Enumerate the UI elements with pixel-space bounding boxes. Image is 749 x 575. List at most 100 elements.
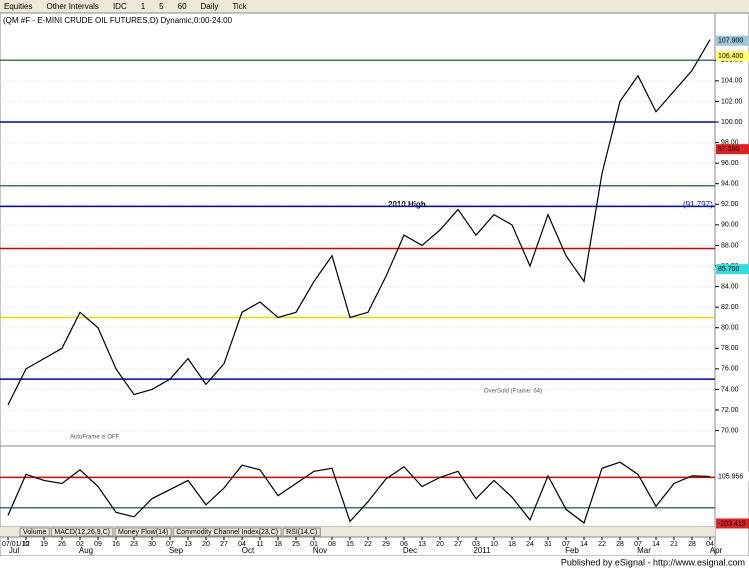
x-tick-label: 10 (490, 541, 498, 548)
series-line (7, 39, 711, 406)
y-tick-label: 82.00 (721, 304, 739, 311)
indicator-tab[interactable]: Commodity Channel Index(23,C) (176, 529, 278, 536)
month-label: Sep (169, 546, 184, 555)
toolbar-item[interactable]: Equities (4, 2, 32, 11)
y-tick-label: 72.00 (721, 407, 739, 414)
x-tick-label: 13 (418, 541, 426, 548)
x-tick-label: 23 (130, 541, 138, 548)
annotation: AutoFrame is OFF (70, 435, 120, 441)
x-tick-label: 11 (256, 541, 263, 548)
x-tick-label: 26 (58, 541, 66, 548)
y-tick-label: 92.00 (721, 201, 739, 208)
month-label: Aug (79, 546, 93, 555)
price-box (716, 264, 749, 275)
x-tick-label: 29 (382, 541, 390, 548)
y-tick-label: 84.00 (721, 283, 739, 290)
x-tick-label: 07 (634, 541, 642, 548)
y-tick-label: 100.00 (721, 119, 743, 126)
x-tick-label: 08 (328, 541, 336, 548)
indicator-tab[interactable]: RSI(14,C) (286, 529, 317, 536)
indicator-tab[interactable]: Money Flow(14) (118, 529, 168, 536)
x-tick-label: 30 (148, 541, 156, 548)
toolbar-item[interactable]: IDC (113, 2, 127, 11)
x-tick-label: 20 (436, 541, 444, 548)
tab-border (114, 527, 172, 537)
price-box (716, 35, 749, 46)
month-label: Feb (565, 546, 579, 555)
x-tick-label: 07 (166, 541, 174, 548)
indicator-tab[interactable]: Volume (23, 529, 46, 536)
x-tick-label: 09 (94, 541, 102, 548)
x-tick-label: 16 (112, 541, 120, 548)
x-tick-label: 07 (562, 541, 570, 548)
x-tick-label: 18 (274, 541, 282, 548)
y-tick-label: 96.00 (721, 160, 739, 167)
tab-border (19, 527, 50, 537)
x-tick-label: 20 (202, 541, 210, 548)
y-tick-label: 88.00 (721, 242, 739, 249)
indicator-tab[interactable]: MACD(12,26,9,C) (54, 529, 110, 536)
tab-border (172, 527, 282, 537)
axis-bg (714, 12, 749, 557)
toolbar-item[interactable]: 1 (141, 2, 146, 11)
price-box (716, 51, 749, 62)
x-axis-bg (0, 536, 716, 557)
x-tick-label: 15 (346, 541, 354, 548)
x-tick-label: 02 (76, 541, 84, 548)
footer-bg (0, 556, 749, 570)
annotation: (91.797) (683, 200, 713, 209)
x-tick-label: 14 (652, 541, 660, 548)
toolbar-item[interactable]: Other Intervals (46, 2, 98, 11)
tab-border (50, 527, 114, 537)
x-tick-label: 18 (508, 541, 516, 548)
y-tick-label: 74.00 (721, 386, 739, 393)
x-tick-label: 12 (22, 541, 30, 548)
toolbar-bg (0, 0, 749, 13)
x-tick-label: 25 (292, 541, 300, 548)
month-label: Dec (403, 546, 417, 555)
annotation: 2010 High (388, 200, 426, 209)
y-tick-label: 76.00 (721, 366, 739, 373)
x-tick-label: 01 (310, 541, 318, 548)
annotation: OverSold (Frame: 64) (484, 389, 542, 395)
price-box-label: 107.900 (718, 38, 743, 45)
x-tick-label: 06 (400, 541, 408, 548)
month-label: Oct (242, 546, 255, 555)
x-tick-label: 31 (544, 541, 552, 548)
month-label: Jul (9, 546, 19, 555)
price-box-label: -203.415 (718, 520, 746, 527)
toolbar-item[interactable]: Tick (232, 2, 247, 11)
x-tick-label: 07/01/10 (2, 541, 29, 548)
x-tick-label: 03 (472, 541, 480, 548)
x-tick-label: 22 (364, 541, 372, 548)
y-tick-label: 102.00 (721, 98, 743, 105)
x-tick-label: 28 (688, 541, 696, 548)
footer: Published by eSignal - http://www.esigna… (561, 557, 745, 567)
x-tick-label: 04 (706, 541, 714, 548)
toolbar-item[interactable]: Daily (201, 2, 219, 11)
month-label: Apr (710, 546, 723, 555)
price-box (716, 144, 749, 155)
toolbar-item[interactable]: 60 (178, 2, 187, 11)
price-box (716, 471, 749, 482)
month-label: Mar (637, 546, 651, 555)
x-tick-label: 27 (220, 541, 228, 548)
y-tick-label: 70.00 (721, 427, 739, 434)
y-tick-label: 94.00 (721, 181, 739, 188)
price-box-label: 85.700 (718, 266, 740, 273)
price-box-label: 105.956 (718, 473, 743, 480)
x-tick-label: 13 (184, 541, 192, 548)
tab-border (282, 527, 321, 537)
chart-title: (QM #F - E-MINI CRUDE OIL FUTURES,D) Dyn… (3, 16, 233, 25)
plot-bg (0, 12, 716, 528)
series-line (7, 461, 711, 524)
x-tick-label: 04 (238, 541, 246, 548)
toolbar-item[interactable]: 5 (159, 2, 164, 11)
y-tick-label: 98.00 (721, 139, 739, 146)
price-box-label: 97.360 (718, 146, 740, 153)
x-tick-label: 14 (580, 541, 588, 548)
y-tick-label: 104.00 (721, 78, 743, 85)
y-tick-label: 90.00 (721, 222, 739, 229)
x-tick-label: 27 (454, 541, 462, 548)
